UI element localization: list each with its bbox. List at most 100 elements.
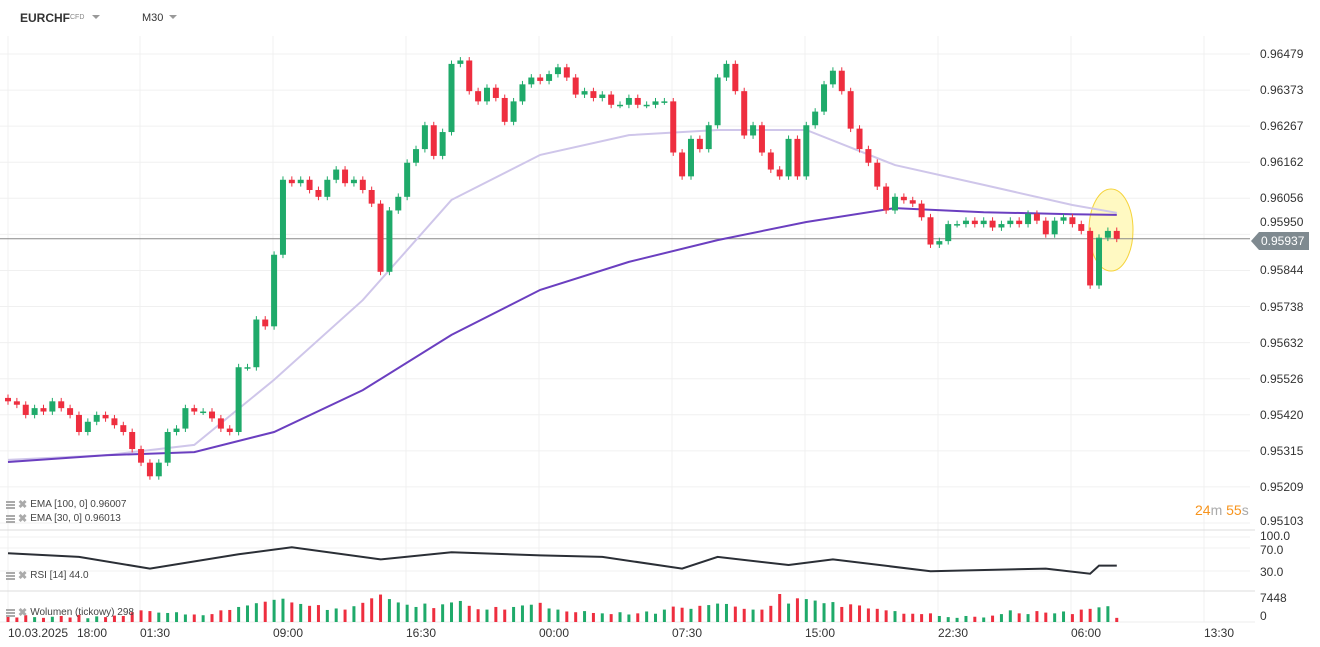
volume-bar — [991, 615, 995, 622]
volume-bar — [254, 603, 258, 622]
volume-bar — [565, 611, 569, 622]
symbol-dropdown-icon[interactable] — [92, 15, 100, 19]
candle-body — [448, 63, 455, 133]
candle-body — [49, 401, 56, 412]
candle-body — [776, 169, 783, 177]
candle-body — [1069, 217, 1076, 225]
candle-body — [457, 60, 464, 64]
volume-bar — [893, 611, 897, 622]
candle-body — [1087, 230, 1094, 286]
close-icon[interactable]: ✖ — [18, 513, 28, 525]
volume-bar — [379, 594, 383, 622]
menu-icon[interactable] — [6, 501, 15, 509]
candle-body — [696, 138, 703, 150]
candle-body — [102, 414, 109, 419]
candle-body — [705, 125, 712, 150]
volume-bar — [1008, 610, 1012, 622]
candle-body — [315, 189, 322, 197]
candle-body — [164, 431, 171, 463]
candle-body — [244, 367, 251, 369]
candle-body — [466, 60, 473, 92]
volume-bar — [964, 615, 968, 622]
candle-body — [1096, 237, 1103, 286]
volume-bar — [148, 611, 152, 622]
menu-icon[interactable] — [6, 515, 15, 523]
volume-bar — [77, 614, 81, 622]
volume-bar — [316, 605, 320, 622]
time-axis-label: 09:00 — [273, 626, 304, 640]
close-icon[interactable]: ✖ — [18, 607, 28, 619]
legend-ema30: ✖ EMA [30, 0] 0.96013 — [6, 513, 121, 525]
volume-bar — [875, 608, 879, 622]
timeframe-selector[interactable]: M30 — [142, 12, 164, 24]
candle-body — [209, 411, 216, 419]
timer-m: m — [1210, 502, 1223, 518]
volume-bar — [556, 609, 560, 622]
time-axis-label: 22:30 — [938, 626, 969, 640]
price-axis-label: 0.95315 — [1260, 443, 1304, 458]
menu-icon[interactable] — [6, 609, 15, 617]
candle-body — [617, 104, 624, 107]
candle-body — [927, 217, 934, 245]
ema30-label: EMA [30, 0] 0.96013 — [30, 513, 121, 524]
volume-bar — [1088, 608, 1092, 622]
volume-bar — [636, 613, 640, 622]
volume-bar — [263, 601, 267, 622]
volume-bar — [334, 608, 338, 622]
candle-body — [235, 367, 242, 432]
candle-body — [253, 319, 260, 368]
candle-body — [634, 97, 641, 105]
candle-body — [262, 319, 269, 327]
candle-body — [1051, 220, 1058, 235]
candle-body — [918, 203, 925, 218]
volume-bar — [813, 600, 817, 622]
volume-bar — [343, 609, 347, 622]
volume-bar — [50, 616, 54, 622]
candle-body — [971, 220, 978, 225]
candle-body — [679, 152, 686, 177]
rsi-axis-label: 100.0 — [1260, 529, 1291, 543]
volume-bar — [724, 603, 728, 622]
volume-bar — [396, 602, 400, 622]
volume-bar — [6, 616, 10, 622]
ema100-line — [7, 207, 1117, 463]
candle-body — [599, 94, 606, 98]
candle-body — [421, 125, 428, 150]
volume-bar — [946, 617, 950, 622]
volume-bar — [662, 609, 666, 622]
volume-bar — [228, 609, 232, 622]
timeframe-dropdown-icon[interactable] — [169, 15, 177, 19]
candle-body — [847, 91, 854, 129]
candle-body — [31, 408, 38, 415]
volume-bar — [707, 605, 711, 622]
volume-bar — [671, 606, 675, 622]
candle-body — [368, 189, 375, 204]
candle-body — [279, 179, 286, 255]
time-axis-label: 00:00 — [539, 626, 570, 640]
symbol-selector[interactable]: EURCHF — [20, 11, 70, 25]
candle-body — [475, 91, 482, 102]
volume-bar — [733, 606, 737, 622]
time-axis-label: 06:00 — [1071, 626, 1102, 640]
volume-bar — [414, 606, 418, 622]
candle-body — [342, 169, 349, 184]
menu-icon[interactable] — [6, 572, 15, 580]
volume-bar — [645, 611, 649, 622]
candle-body — [537, 77, 544, 81]
volume-bar — [112, 615, 116, 622]
price-axis-label: 0.95420 — [1260, 407, 1304, 422]
timer-s: s — [1241, 502, 1249, 518]
volume-bar — [973, 616, 977, 622]
volume-bar — [86, 618, 90, 622]
close-icon[interactable]: ✖ — [18, 499, 28, 511]
volume-bar — [920, 614, 924, 622]
candle-body — [643, 104, 650, 107]
candle-body — [670, 101, 677, 153]
candle-body — [413, 149, 420, 163]
candle-body — [856, 128, 863, 150]
volume-bar — [982, 617, 986, 622]
price-axis-label: 0.96479 — [1260, 47, 1304, 61]
candle-body — [829, 70, 836, 85]
close-icon[interactable]: ✖ — [18, 570, 28, 582]
